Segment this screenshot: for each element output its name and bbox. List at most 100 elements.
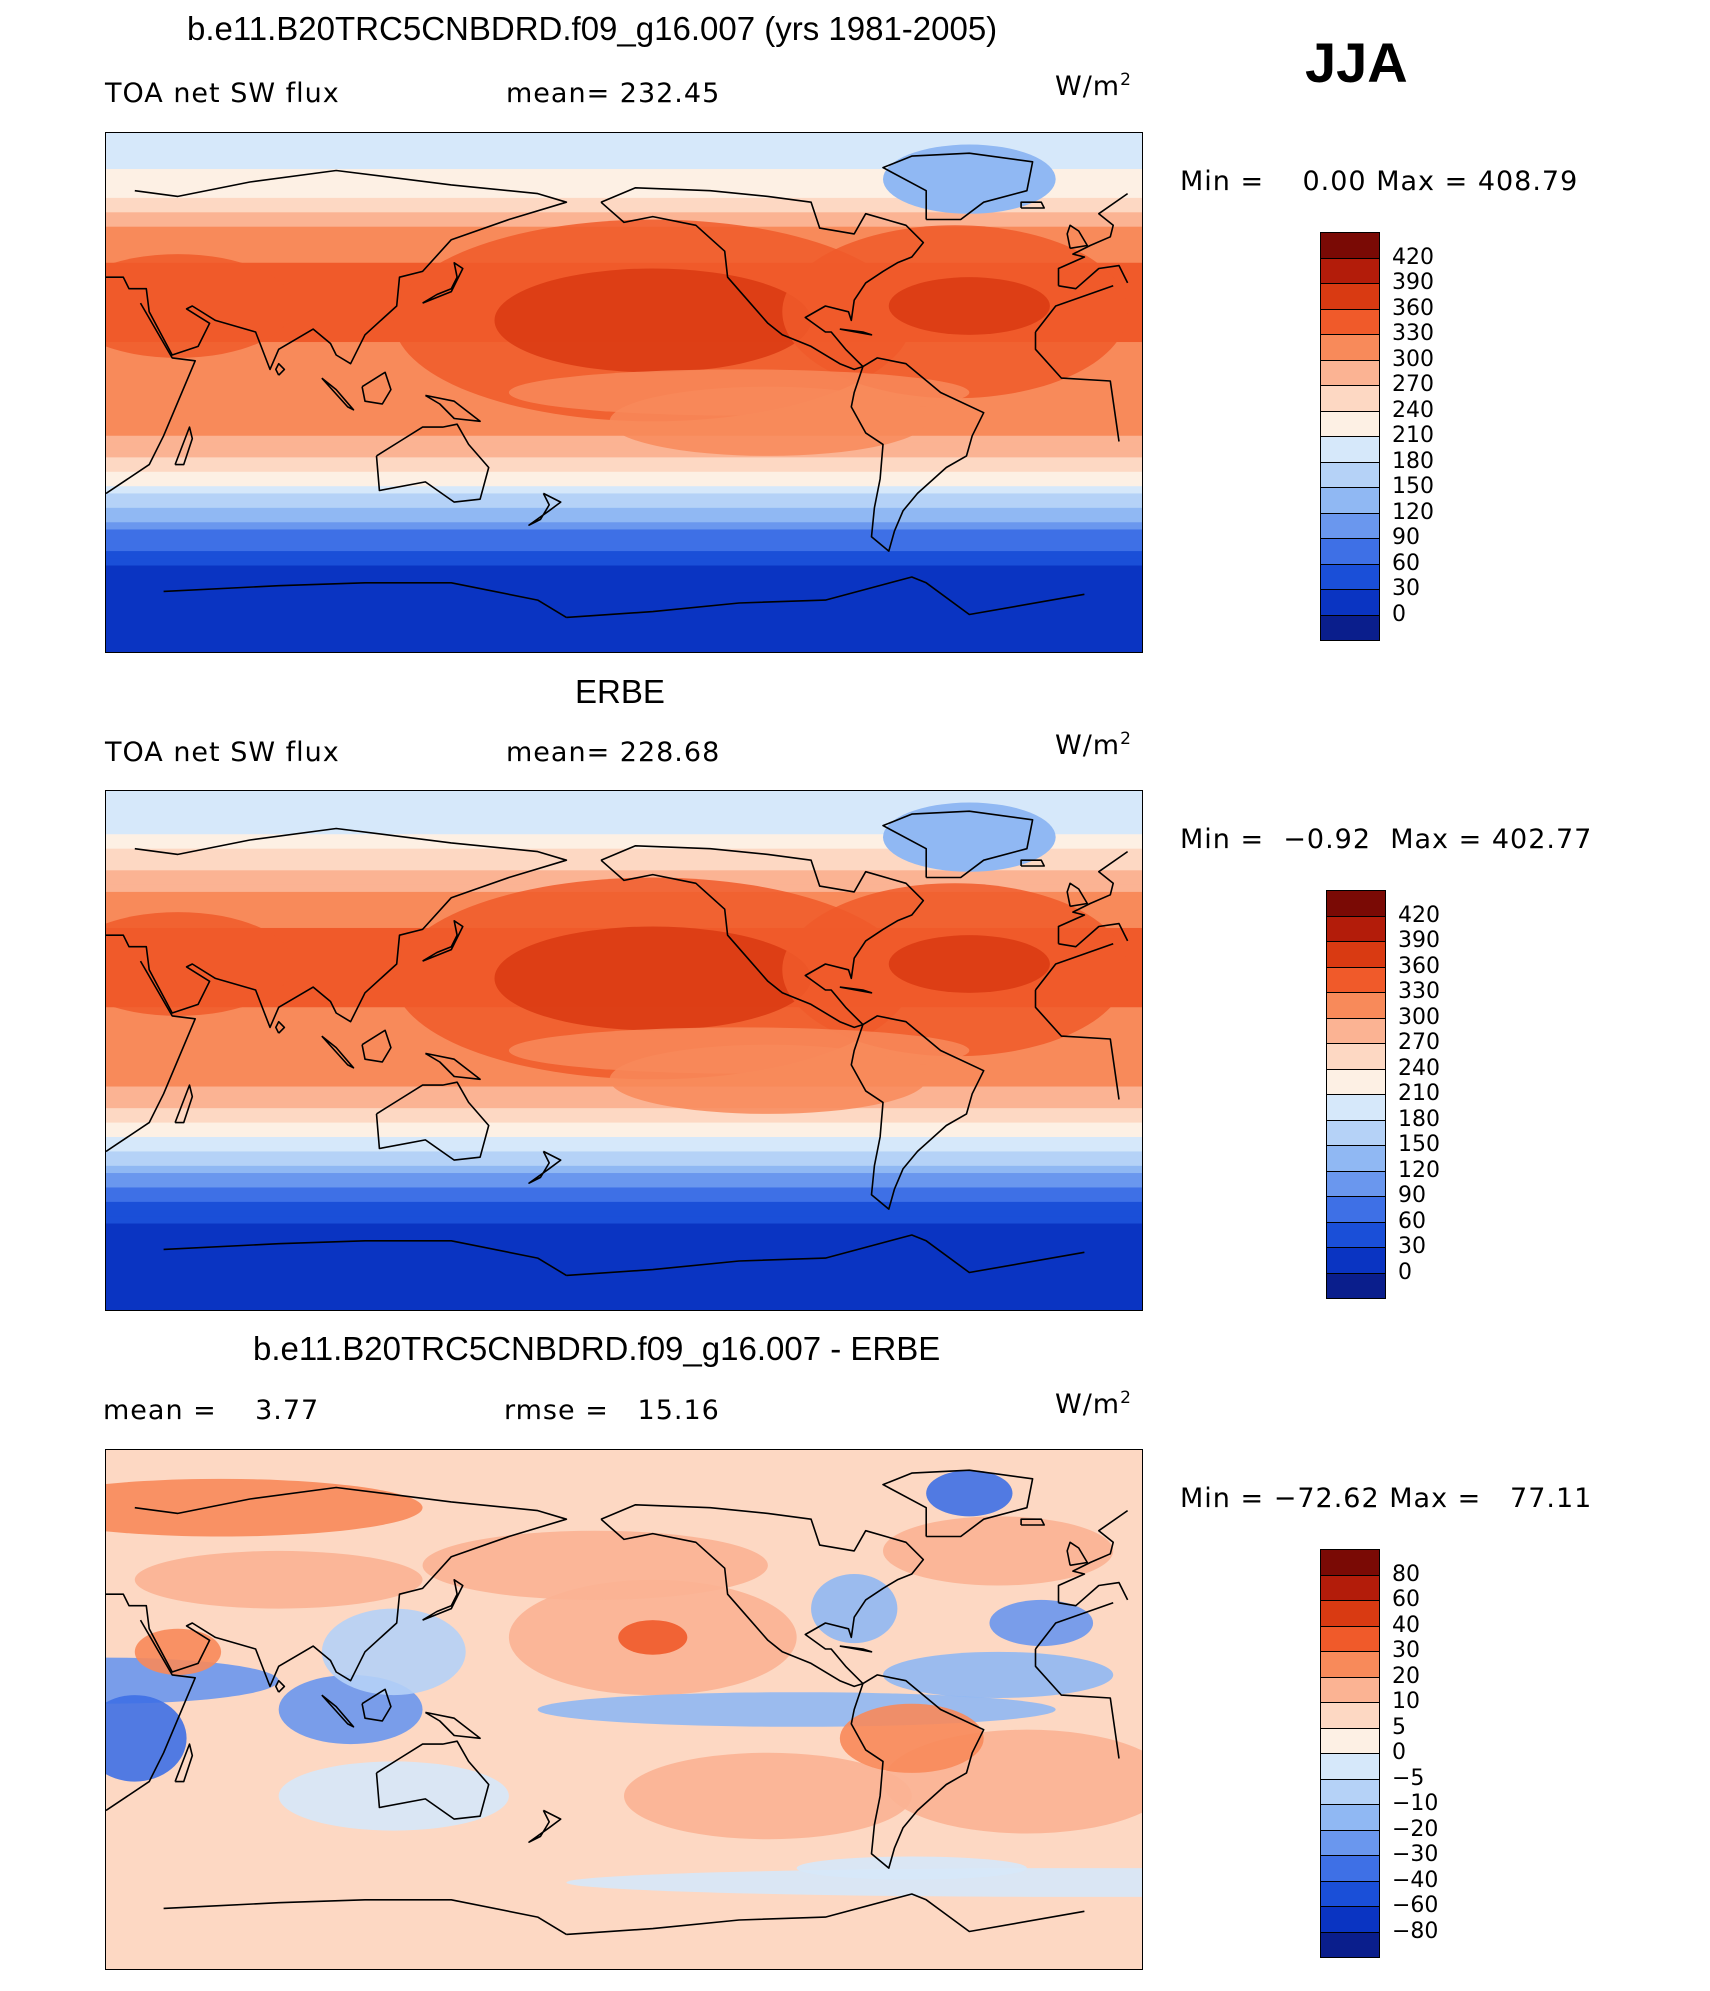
field-region [422, 1530, 768, 1600]
map-diff-svg [106, 1450, 1142, 1969]
zonal-band [106, 601, 1142, 610]
field-region [796, 1856, 1027, 1880]
colorbar-tick-label: −10 [1392, 1791, 1439, 1816]
colorbar-tick-label: 420 [1392, 244, 1434, 270]
coastline [275, 1020, 286, 1034]
zonal-band [106, 594, 1142, 603]
coastline [839, 328, 873, 336]
colorbar-tick-label: 5 [1392, 1714, 1406, 1740]
zonal-band [106, 529, 1142, 538]
colorbar-diff: 80 60 40 30 20 10 5 0 −5 −10 −20 −30 −40 −60 −80 [1320, 1549, 1460, 1958]
colorbar-swatch [1326, 915, 1386, 942]
zonal-band [106, 1266, 1142, 1275]
zonal-band [106, 479, 1142, 487]
coastline [106, 1486, 1129, 1688]
coastline [163, 576, 1085, 619]
colorbar-swatch [1320, 1906, 1380, 1933]
unit-label-diff: W/m2 [1055, 1388, 1132, 1420]
colorbar-tick-label: 20 [1392, 1663, 1420, 1689]
coastline [106, 1602, 1120, 1812]
colorbar-tick-label: 0 [1392, 1740, 1406, 1765]
colorbar-swatch [1320, 1829, 1380, 1856]
zonal-band [106, 183, 1142, 192]
zonal-band [106, 190, 1142, 199]
zonal-band [106, 834, 1142, 843]
field-region [134, 1550, 423, 1609]
field-region [883, 1651, 1114, 1698]
colorbar-swatch [1320, 1549, 1380, 1576]
coastline [163, 1893, 1085, 1936]
colorbar-swatch [1326, 1094, 1386, 1121]
colorbar-swatch [1320, 436, 1380, 463]
colorbar-tick-label: 40 [1392, 1612, 1420, 1638]
zonal-band [106, 464, 1142, 473]
colorbar-swatch [1326, 1221, 1386, 1248]
zonal-band [106, 615, 1142, 624]
colorbar-swatch [1326, 1196, 1386, 1223]
colorbar-swatch [1326, 1068, 1386, 1095]
coastline [600, 1504, 925, 1688]
colorbar-swatch [1320, 512, 1380, 539]
field-region [106, 1695, 187, 1782]
colorbar-tick-label: 420 [1398, 902, 1440, 928]
minmax-model: Min = 0.00 Max = 408.79 [1180, 166, 1579, 197]
coastline [106, 169, 1129, 371]
coastline [275, 362, 286, 376]
zonal-band [106, 493, 1142, 502]
colorbar-swatch [1326, 1170, 1386, 1197]
field-region [106, 1478, 423, 1537]
coastline [839, 986, 873, 994]
colorbar-swatch [1320, 538, 1380, 565]
zonal-band [106, 1194, 1142, 1203]
zonal-band [106, 1288, 1142, 1297]
map-obs [105, 790, 1143, 1311]
colorbar-swatch [1320, 257, 1380, 284]
colorbar-tick-label: 30 [1392, 1638, 1420, 1663]
colorbar-swatch [1326, 966, 1386, 993]
coastline [361, 371, 392, 405]
map-obs-svg [106, 791, 1142, 1310]
zonal-band [106, 812, 1142, 821]
field-region [618, 1620, 688, 1655]
colorbar-tick-label: 90 [1392, 525, 1420, 550]
colorbar-swatch [1320, 1753, 1380, 1780]
field-region [888, 277, 1050, 335]
colorbar-tick-label: 90 [1398, 1183, 1426, 1208]
field-region [989, 1599, 1094, 1647]
zonal-band [106, 565, 1142, 574]
coastline [361, 1688, 392, 1722]
colorbar-swatch [1320, 334, 1380, 361]
field-region [508, 369, 970, 416]
zonal-band [106, 1223, 1142, 1232]
zonal-band [106, 205, 1142, 213]
coastline [275, 1679, 286, 1693]
coastline [422, 920, 464, 962]
zonal-band [106, 848, 1142, 857]
colorbar-swatch [1320, 487, 1380, 514]
minmax-obs: Min = −0.92 Max = 402.77 [1180, 824, 1593, 855]
colorbar-swatch [1320, 1702, 1380, 1729]
zonal-band [106, 827, 1142, 835]
zonal-band [106, 1180, 1142, 1189]
colorbar-swatch [1320, 1574, 1380, 1601]
zonal-band [106, 558, 1142, 567]
colorbar-swatch [1320, 410, 1380, 437]
colorbar-swatch [1320, 589, 1380, 616]
zonal-band [106, 841, 1142, 850]
zonal-band [106, 197, 1142, 206]
zonal-band [106, 507, 1142, 516]
colorbar-swatch [1320, 283, 1380, 310]
zonal-band [106, 1173, 1142, 1181]
field-region [883, 1516, 1114, 1586]
coastline [422, 1579, 464, 1621]
colorbar-tick-label: 240 [1392, 397, 1434, 423]
zonal-band [106, 572, 1142, 581]
colorbar-tick-label: −80 [1392, 1918, 1439, 1944]
colorbar-tick-label: 210 [1398, 1081, 1440, 1106]
zonal-band [106, 1115, 1142, 1124]
zonal-band [106, 515, 1142, 523]
colorbar-swatch [1320, 614, 1380, 641]
coastline [163, 1234, 1085, 1277]
colorbar-swatch [1320, 1676, 1380, 1703]
coastline [600, 187, 925, 371]
